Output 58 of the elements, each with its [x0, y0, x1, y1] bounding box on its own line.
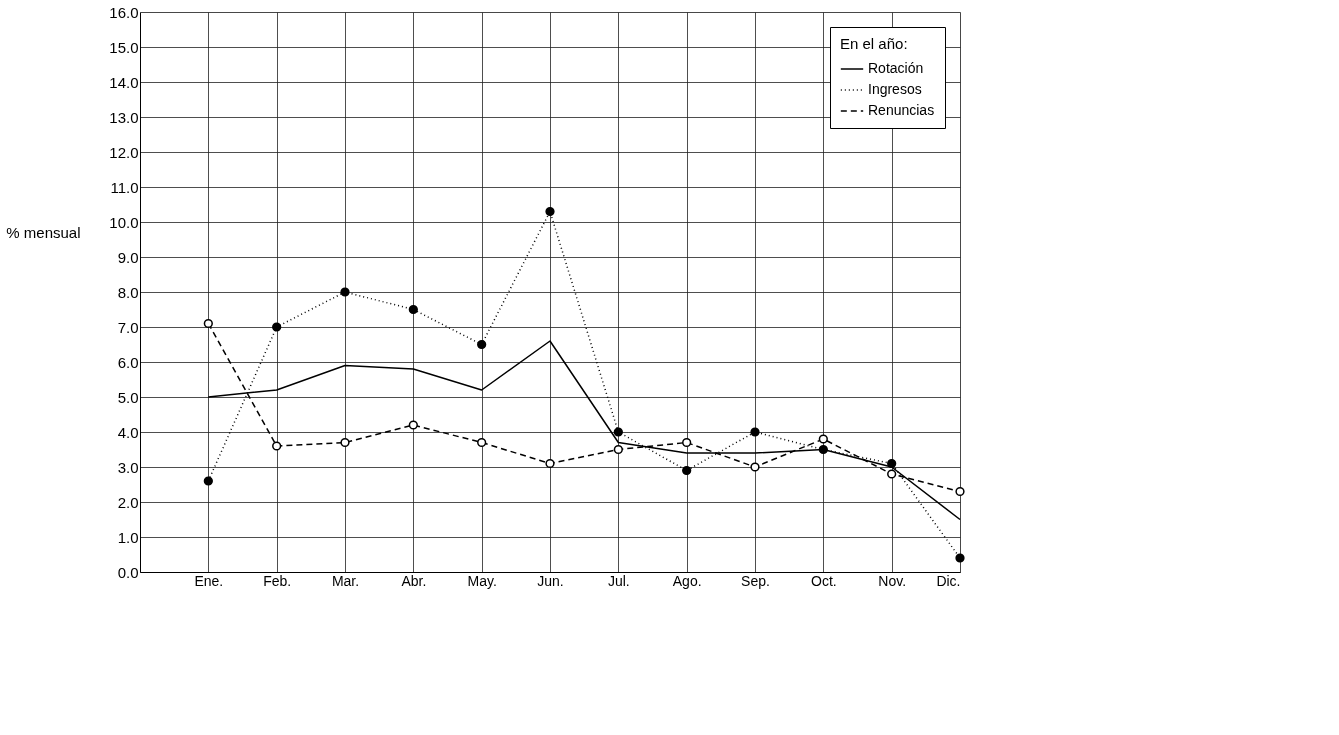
- y-tick-label: 4.0: [117, 423, 139, 441]
- y-tick-label: 2.0: [117, 493, 139, 511]
- x-tick-label: Jun.: [537, 572, 564, 589]
- y-tick-label: 3.0: [117, 458, 139, 476]
- y-tick-label: 1.0: [117, 528, 139, 546]
- y-tick-label: 12.0: [109, 143, 139, 161]
- y-tick-label: 14.0: [109, 73, 139, 91]
- x-tick-label: Nov.: [878, 572, 907, 589]
- point: [750, 427, 760, 437]
- point: [613, 444, 623, 455]
- y-tick-label: 6.0: [117, 353, 139, 371]
- point: [887, 469, 897, 479]
- point: [272, 322, 282, 332]
- y-tick-label: 0.0: [117, 563, 139, 581]
- x-tick-label: Ago.: [672, 572, 702, 589]
- point: [750, 462, 760, 472]
- x-tick-label: Feb.: [263, 572, 292, 589]
- y-tick-label: 13.0: [109, 108, 139, 126]
- x-tick-label: Abr.: [401, 572, 427, 589]
- x-tick-label: May.: [467, 572, 497, 589]
- point: [887, 458, 897, 469]
- y-tick-label: 9.0: [117, 248, 139, 266]
- y-tick-label: 8.0: [117, 283, 139, 301]
- legend-label: Ingresos: [868, 81, 922, 97]
- legend-label: Renuncias: [868, 102, 935, 118]
- point: [682, 437, 692, 448]
- x-tick-label: Mar.: [331, 572, 360, 589]
- point: [340, 437, 350, 448]
- point: [408, 420, 418, 430]
- y-tick-label: 15.0: [109, 38, 139, 56]
- y-tick-label: 16.0: [109, 3, 139, 21]
- x-tick-label: Sep.: [741, 572, 770, 589]
- point: [545, 458, 555, 469]
- point: [818, 434, 828, 444]
- y-axis-title: % mensual: [6, 223, 81, 241]
- point: [613, 427, 623, 437]
- y-tick-label: 10.0: [109, 213, 139, 231]
- point: [408, 304, 418, 315]
- x-tick-label: Oct.: [811, 572, 837, 589]
- point: [272, 441, 282, 451]
- x-tick-label: Jul.: [607, 572, 630, 589]
- point: [545, 206, 555, 217]
- point: [477, 437, 487, 448]
- legend-title: En el año:: [840, 35, 908, 52]
- x-tick-label: Dic.: [936, 572, 961, 589]
- point: [955, 486, 965, 497]
- y-tick-label: 11.0: [110, 178, 139, 196]
- point: [477, 339, 487, 350]
- y-tick-label: 7.0: [117, 318, 139, 336]
- point: [818, 444, 828, 455]
- point: [955, 553, 965, 563]
- point: [203, 476, 213, 486]
- point: [203, 318, 213, 329]
- point: [340, 287, 350, 297]
- point: [682, 465, 692, 476]
- x-tick-label: Ene.: [194, 572, 224, 589]
- y-tick-label: 5.0: [117, 388, 139, 406]
- legend-label: Rotación: [868, 60, 924, 76]
